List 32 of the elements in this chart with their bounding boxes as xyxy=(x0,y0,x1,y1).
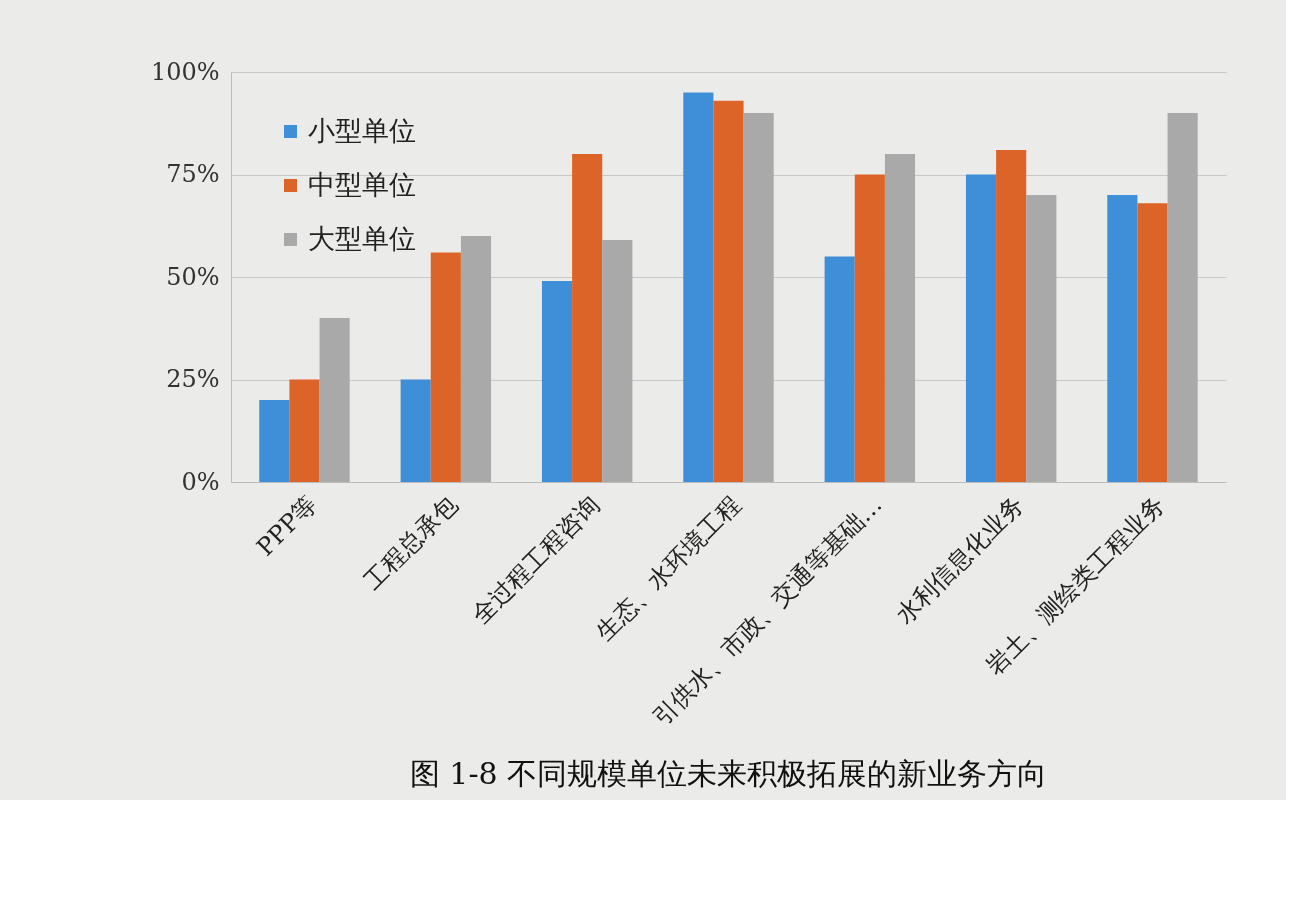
caption: 图 1-8 不同规模单位未来积极拓展的新业务方向 xyxy=(409,755,1048,791)
y-tick-label: 50% xyxy=(166,262,220,291)
bar xyxy=(884,154,916,482)
bar xyxy=(996,149,1027,482)
bar xyxy=(854,174,885,482)
bar xyxy=(259,400,290,482)
bar xyxy=(460,236,492,482)
bar xyxy=(824,256,855,482)
bar xyxy=(572,154,603,482)
legend-label: 大型单位 xyxy=(308,222,416,254)
x-tick-label: 工程总承包 xyxy=(358,490,464,596)
bar xyxy=(713,100,744,482)
bar xyxy=(1107,195,1138,482)
y-tick-label: 75% xyxy=(166,160,220,188)
bar xyxy=(965,174,997,482)
bar xyxy=(400,379,431,482)
bar xyxy=(602,240,633,482)
y-tick-label: 25% xyxy=(166,365,220,393)
y-tick-label: 100% xyxy=(150,57,220,86)
bar xyxy=(541,281,573,482)
legend-label: 小型单位 xyxy=(308,114,416,146)
bar xyxy=(1026,195,1057,482)
x-tick-label: 水利信息化业务 xyxy=(890,490,1029,629)
y-tick-label: 0% xyxy=(181,467,220,496)
bar xyxy=(1167,113,1198,482)
bar xyxy=(1137,203,1168,482)
bar xyxy=(683,92,714,482)
bar xyxy=(289,379,320,482)
bar xyxy=(743,113,774,482)
bar xyxy=(319,318,350,482)
bar xyxy=(430,252,461,482)
legend-label: 中型单位 xyxy=(308,168,416,200)
